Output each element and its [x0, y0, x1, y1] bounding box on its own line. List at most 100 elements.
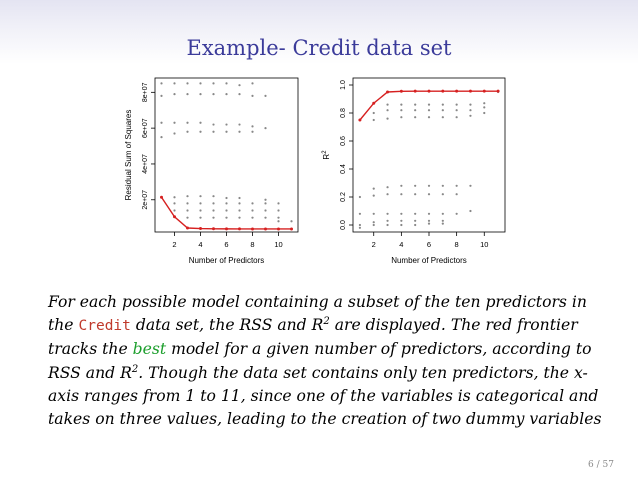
caption-part-1: For each possible model containing a sub… — [48, 293, 587, 335]
rss-model-point — [238, 123, 241, 126]
r2-model-point — [427, 109, 431, 112]
rss-plot: 2 4 6 8 10 2e+07 4e+07 6e+07 8e+07 Number of Pred… — [124, 77, 299, 265]
rss-frontier-point — [173, 215, 176, 219]
r2-model-point — [400, 223, 403, 227]
rss-model-point — [238, 93, 241, 96]
r2-y-tick-label: 0.2 — [340, 192, 347, 202]
rss-model-point — [277, 209, 280, 212]
r2-model-point — [469, 209, 472, 213]
r2-model-point — [386, 223, 389, 227]
rss-model-point — [173, 93, 176, 96]
r2-frontier-point — [358, 118, 362, 122]
r2-x-axis-label: Number of Predictors — [391, 256, 467, 265]
rss-model-point — [186, 202, 189, 205]
r2-model-point — [427, 222, 431, 225]
rss-model-point — [212, 209, 215, 212]
rss-model-point — [186, 93, 189, 96]
rss-frontier-point — [251, 227, 254, 231]
rss-model-point — [264, 216, 267, 219]
rss-model-point — [186, 130, 189, 133]
rss-model-point — [173, 121, 176, 124]
rss-model-point — [225, 209, 228, 212]
r2-y-tick-label: 0.6 — [340, 136, 347, 146]
r2-model-point — [358, 226, 362, 229]
rss-model-point — [238, 202, 241, 205]
r2-model-point — [414, 193, 417, 196]
rss-model-point — [173, 202, 176, 205]
rss-model-point — [199, 209, 202, 212]
r2-model-point — [455, 212, 458, 215]
rss-model-point — [251, 202, 254, 205]
r2-model-point — [483, 102, 486, 105]
rss-model-point — [264, 198, 267, 201]
rss-model-point — [186, 82, 189, 85]
r2-model-point — [427, 103, 431, 106]
caption-part-5: . Though the data set contains only ten … — [48, 363, 602, 429]
r2-frontier-point — [399, 89, 403, 93]
rss-model-point — [160, 121, 163, 124]
rss-model-point — [186, 195, 189, 198]
r2-y-tick-label: 1.0 — [340, 80, 347, 90]
rss-model-point — [212, 202, 215, 205]
r2-model-point — [441, 193, 444, 196]
rss-model-point — [199, 216, 202, 219]
r2-model-point — [469, 114, 472, 117]
r2-frontier-point — [468, 89, 472, 93]
caption-sup-2: 2 — [131, 363, 139, 375]
r2-model-point — [386, 212, 389, 215]
rss-model-point — [186, 216, 189, 219]
r2-model-point — [414, 219, 417, 222]
r2-frontier-point — [441, 89, 445, 93]
r2-model-point — [400, 103, 403, 106]
rss-model-point — [199, 93, 202, 96]
rss-x-tick-label: 2 — [172, 240, 176, 249]
r2-frontier-point — [386, 90, 390, 94]
slide-title: Example- Credit data set — [186, 36, 452, 60]
r2-model-point — [414, 212, 417, 215]
rss-model-point — [251, 125, 254, 128]
caption: For each possible model containing a sub… — [48, 291, 608, 431]
rss-frontier-point — [264, 227, 267, 231]
rss-model-point — [225, 82, 228, 85]
r2-model-point — [414, 116, 417, 119]
rss-frontier-point — [212, 227, 215, 231]
r2-model-point — [372, 221, 375, 224]
rss-model-point — [251, 209, 254, 212]
rss-frontier-point — [238, 227, 241, 231]
rss-y-axis-label: Residual Sum of Squares — [124, 110, 133, 201]
r2-frontier-point — [496, 89, 500, 93]
rss-model-point — [199, 121, 202, 124]
rss-frontier-point — [186, 226, 189, 230]
r2-model-point — [386, 109, 389, 112]
rss-model-point — [212, 93, 215, 96]
r2-model-point — [372, 187, 375, 190]
r2-x-tick-label: 10 — [480, 240, 488, 249]
r2-model-point — [427, 212, 431, 215]
rss-y-tick-label: 8e+07 — [142, 82, 149, 102]
rss-model-point — [212, 216, 215, 219]
r2-model-point — [358, 223, 362, 227]
rss-model-point — [160, 94, 163, 98]
rss-frontier-line — [160, 196, 292, 230]
r2-model-point — [372, 194, 375, 197]
r2-model-point — [386, 186, 389, 189]
r2-model-point — [400, 212, 403, 215]
r2-model-point — [414, 103, 417, 106]
rss-frontier-point — [290, 227, 293, 231]
rss-model-point — [173, 196, 176, 199]
rss-model-point — [225, 202, 228, 205]
rss-model-point — [251, 130, 254, 133]
r2-model-point — [441, 219, 444, 222]
rss-model-point — [199, 202, 202, 205]
header-band — [0, 0, 638, 64]
r2-model-point — [441, 103, 444, 106]
rss-x-tick-label: 10 — [274, 240, 282, 249]
charts-svg: 2 4 6 8 10 2e+07 4e+07 6e+07 8e+07 Number of Pred… — [124, 77, 506, 265]
r2-x-tick-label: 8 — [455, 240, 459, 249]
rss-frontier-point — [199, 227, 202, 231]
r2-model-point — [441, 116, 444, 119]
rss-model-point — [173, 209, 176, 212]
rss-x-tick-label: 8 — [250, 240, 254, 249]
rss-model-point — [173, 132, 176, 135]
r2-x-tick-label: 4 — [399, 240, 403, 249]
